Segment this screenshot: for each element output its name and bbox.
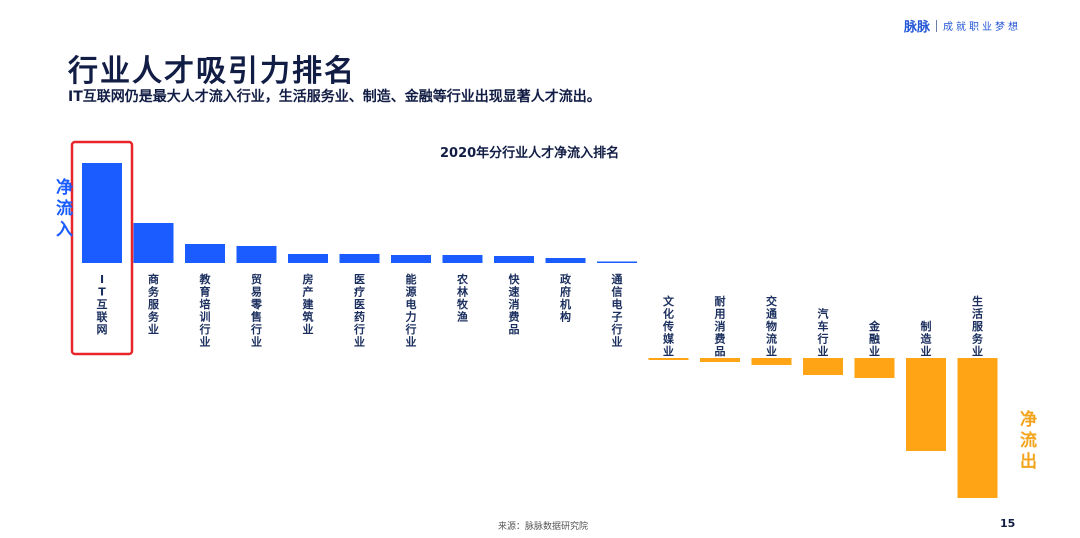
- category-label: 文化传媒业: [662, 294, 675, 358]
- bar: [236, 246, 277, 263]
- bar: [391, 255, 431, 263]
- bar: [339, 254, 380, 263]
- category-label: I T 互联网: [97, 273, 108, 336]
- category-label: 贸易零售行业: [250, 272, 263, 349]
- bar: [82, 163, 122, 263]
- brand-header: 脉脉 成就职业梦想: [904, 16, 1021, 35]
- category-label: 医疗医药行业: [353, 273, 365, 349]
- bar: [545, 258, 586, 263]
- category-label: 汽车行业: [817, 307, 829, 359]
- bar: [803, 358, 843, 375]
- bar: [854, 358, 895, 378]
- category-label: 交通物流业: [766, 294, 777, 358]
- brand-slogan: 成就职业梦想: [943, 22, 1022, 33]
- brand-logo: 脉脉: [904, 20, 931, 35]
- bar: [751, 358, 792, 365]
- category-label: 房产建筑业: [303, 272, 315, 336]
- chart-title: 2020年分行业人才净流入排名: [440, 146, 620, 161]
- bar: [185, 244, 225, 263]
- bar: [597, 261, 637, 263]
- highlight-box: [70, 140, 134, 356]
- bar: [906, 358, 946, 451]
- page-number: 15: [1000, 517, 1016, 530]
- category-label: 快速消费品: [508, 272, 521, 336]
- bar: [494, 256, 534, 263]
- category-label: 政府机构: [560, 272, 572, 324]
- bar: [288, 254, 328, 263]
- category-label: 生活服务业: [972, 294, 984, 358]
- page-subtitle: IT互联网仍是最大人才流入行业，生活服务业、制造、金融等行业出现显著人才流出。: [68, 89, 601, 105]
- outflow-label: 净流出: [1016, 410, 1036, 473]
- bar: [957, 358, 998, 498]
- source-note: 来源：脉脉数据研究院: [498, 522, 589, 532]
- bar: [442, 255, 483, 263]
- page-title: 行业人才吸引力排名: [68, 54, 356, 89]
- category-label: 金融业: [868, 319, 881, 358]
- bar: [700, 358, 740, 362]
- bar: [648, 358, 689, 360]
- divider: [936, 19, 938, 32]
- category-label: 能源电力行业: [405, 272, 417, 349]
- category-label: 制造业: [921, 319, 933, 358]
- category-label: 农林牧渔: [456, 272, 469, 324]
- category-label: 教育培训行业: [199, 272, 212, 349]
- category-label: 通信电子行业: [611, 273, 623, 349]
- inflow-label: 净流入: [52, 178, 72, 241]
- category-label: 耐用消费品: [715, 294, 726, 358]
- category-label: 商务服务业: [148, 272, 160, 336]
- bar: [133, 223, 174, 263]
